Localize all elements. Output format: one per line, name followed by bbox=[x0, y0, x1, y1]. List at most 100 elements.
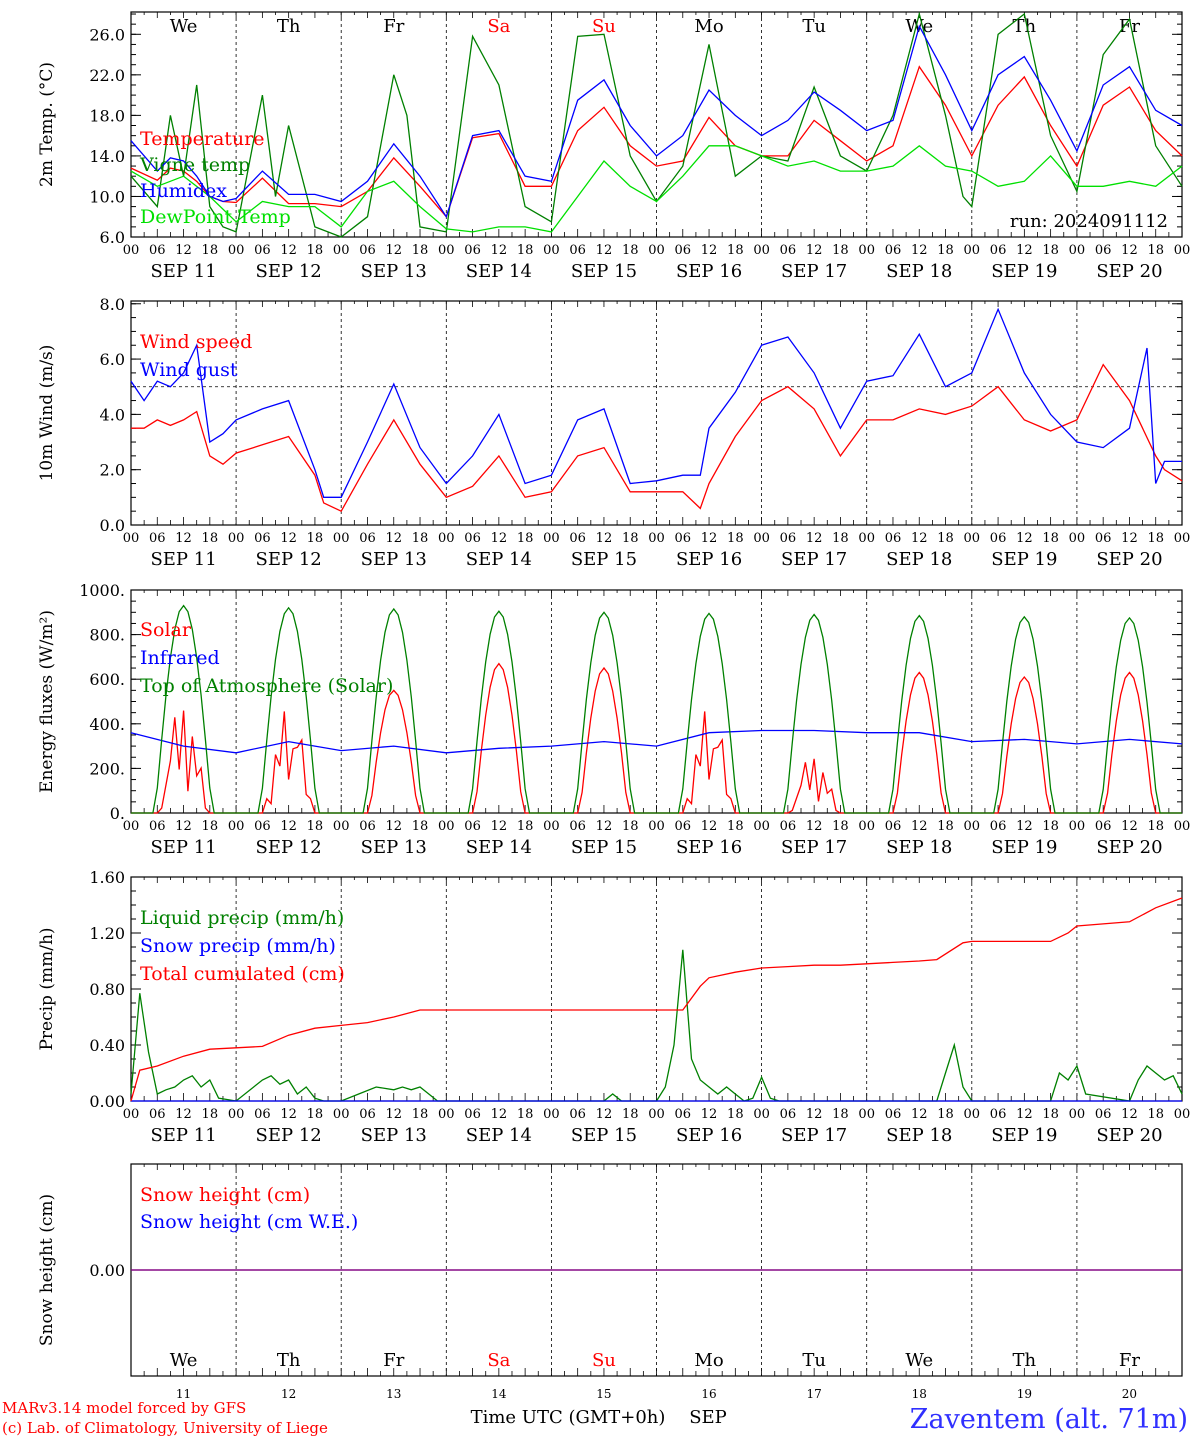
hour-tick-label: 00 bbox=[123, 1107, 140, 1122]
hour-tick-label: 18 bbox=[517, 819, 534, 834]
hour-tick-label: 12 bbox=[806, 531, 823, 546]
hour-tick-label: 18 bbox=[307, 243, 324, 258]
date-label: SEP 20 bbox=[1096, 261, 1162, 282]
hour-tick-label: 06 bbox=[464, 819, 481, 834]
hour-tick-label: 18 bbox=[517, 531, 534, 546]
y-tick-label: 1000. bbox=[79, 581, 125, 600]
hour-tick-label: 12 bbox=[280, 531, 297, 546]
hour-tick-label: 18 bbox=[1042, 1107, 1059, 1122]
panel-5: 0.00 Snow height (cm) We Th Fr Sa Su Mo Tu We Th Fr… bbox=[37, 1163, 1183, 1401]
hour-tick-label: 06 bbox=[885, 243, 902, 258]
hour-tick-label: 12 bbox=[385, 819, 402, 834]
hour-tick-label: 00 bbox=[858, 531, 875, 546]
hour-tick-label: 18 bbox=[1147, 819, 1164, 834]
hour-tick-label: 06 bbox=[464, 1107, 481, 1122]
legend-entry: Humidex bbox=[140, 180, 227, 202]
legend-entry: Wind speed bbox=[140, 331, 252, 353]
hour-tick-label: 18 bbox=[412, 531, 429, 546]
hour-tick-label: 00 bbox=[123, 243, 140, 258]
weekday-label: Mo bbox=[694, 1350, 723, 1371]
day-number-label: 15 bbox=[596, 1387, 611, 1401]
hour-tick-label: 12 bbox=[385, 1107, 402, 1122]
hour-tick-label: 12 bbox=[491, 531, 508, 546]
y-tick-label: 10.0 bbox=[89, 187, 125, 206]
hour-tick-label: 00 bbox=[1069, 819, 1086, 834]
hour-tick-label: 18 bbox=[937, 819, 954, 834]
hour-tick-label: 18 bbox=[1147, 1107, 1164, 1122]
hour-tick-label: 06 bbox=[1095, 531, 1112, 546]
hour-tick-label: 06 bbox=[149, 819, 166, 834]
hour-tick-label: 06 bbox=[464, 243, 481, 258]
weekday-label: Th bbox=[277, 16, 301, 37]
hour-tick-label: 12 bbox=[596, 243, 613, 258]
y-tick-label: 0.00 bbox=[89, 1261, 125, 1280]
hour-tick-label: 06 bbox=[1095, 1107, 1112, 1122]
hour-tick-label: 18 bbox=[412, 243, 429, 258]
hour-tick-label: 06 bbox=[359, 243, 376, 258]
y-axis-label: 10m Wind (m/s) bbox=[37, 345, 57, 482]
hour-tick-label: 12 bbox=[1121, 819, 1138, 834]
series-line-2 bbox=[130, 11, 1183, 238]
hour-tick-label: 18 bbox=[727, 819, 744, 834]
y-tick-label: 22.0 bbox=[89, 66, 125, 85]
hour-tick-label: 18 bbox=[832, 531, 849, 546]
hour-tick-label: 18 bbox=[1147, 243, 1164, 258]
date-label: SEP 12 bbox=[256, 1125, 322, 1146]
legend-entry: Infrared bbox=[140, 647, 220, 669]
hour-tick-label: 18 bbox=[307, 1107, 324, 1122]
hour-tick-label: 12 bbox=[911, 243, 928, 258]
y-tick-label: 0.0 bbox=[100, 516, 125, 535]
hour-tick-label: 12 bbox=[491, 819, 508, 834]
series-line-2 bbox=[130, 729, 1183, 754]
hour-tick-label: 00 bbox=[753, 1107, 770, 1122]
hour-tick-label: 00 bbox=[123, 531, 140, 546]
hour-tick-label: 06 bbox=[149, 1107, 166, 1122]
date-label: SEP 16 bbox=[676, 1125, 742, 1146]
y-tick-label: 1.60 bbox=[89, 868, 125, 887]
hour-tick-label: 18 bbox=[517, 1107, 534, 1122]
date-label: SEP 17 bbox=[781, 549, 847, 570]
hour-tick-label: 12 bbox=[911, 1107, 928, 1122]
hour-tick-label: 06 bbox=[569, 1107, 586, 1122]
hour-tick-label: 06 bbox=[885, 1107, 902, 1122]
hour-tick-label: 18 bbox=[937, 531, 954, 546]
hour-tick-label: 06 bbox=[254, 531, 271, 546]
day-number-label: 19 bbox=[1017, 1387, 1032, 1401]
date-label: SEP 17 bbox=[781, 1125, 847, 1146]
hour-tick-label: 12 bbox=[806, 1107, 823, 1122]
hour-tick-label: 00 bbox=[1069, 531, 1086, 546]
hour-tick-label: 18 bbox=[727, 1107, 744, 1122]
hour-tick-label: 18 bbox=[622, 243, 639, 258]
hour-tick-label: 06 bbox=[254, 1107, 271, 1122]
hour-tick-label: 12 bbox=[1016, 1107, 1033, 1122]
hour-tick-label: 06 bbox=[1095, 819, 1112, 834]
date-label: SEP 14 bbox=[466, 549, 532, 570]
day-number-label: 17 bbox=[807, 1387, 822, 1401]
weekday-label: Su bbox=[592, 16, 616, 37]
hour-tick-label: 00 bbox=[964, 243, 981, 258]
day-number-label: 20 bbox=[1122, 1387, 1137, 1401]
date-label: SEP 19 bbox=[991, 1125, 1057, 1146]
date-label: SEP 19 bbox=[991, 837, 1057, 858]
hour-tick-label: 18 bbox=[937, 1107, 954, 1122]
hour-tick-label: 06 bbox=[359, 819, 376, 834]
hour-tick-label: 18 bbox=[1042, 243, 1059, 258]
series-line-2 bbox=[130, 307, 1182, 498]
legend-entry: Top of Atmosphere (Solar) bbox=[140, 675, 393, 697]
y-tick-label: 0.00 bbox=[89, 1092, 125, 1111]
hour-tick-label: 06 bbox=[885, 819, 902, 834]
y-tick-label: 200. bbox=[89, 759, 125, 778]
hour-tick-label: 00 bbox=[333, 243, 350, 258]
hour-tick-label: 00 bbox=[438, 531, 455, 546]
weekday-label: Fr bbox=[1119, 16, 1140, 37]
date-label: SEP 12 bbox=[256, 549, 322, 570]
y-tick-label: 0.40 bbox=[89, 1036, 125, 1055]
date-label: SEP 12 bbox=[256, 837, 322, 858]
hour-tick-label: 06 bbox=[885, 531, 902, 546]
x-axis-label: Time UTC (GMT+0h) bbox=[471, 1407, 666, 1428]
panel-4: 0.00 0.40 0.80 1.20 1.60 Precip (mm/h) 00 06 12 1… bbox=[37, 868, 1190, 1146]
hour-tick-label: 00 bbox=[333, 819, 350, 834]
date-label: SEP 13 bbox=[361, 261, 427, 282]
hour-tick-label: 06 bbox=[254, 243, 271, 258]
hour-tick-label: 06 bbox=[990, 819, 1007, 834]
